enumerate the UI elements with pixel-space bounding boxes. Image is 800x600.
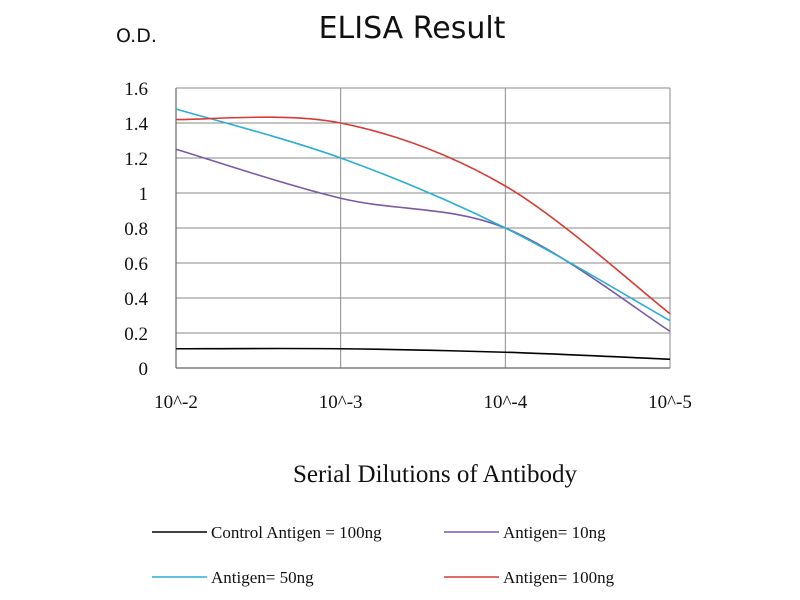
series-lines bbox=[175, 108, 671, 361]
y-axis-label: O.D. bbox=[116, 25, 157, 47]
y-tick-label: 0.2 bbox=[124, 324, 148, 345]
y-tick-label: 1 bbox=[139, 184, 149, 205]
legend: Control Antigen = 100ng Antigen= 10ng Anti… bbox=[152, 523, 615, 587]
y-tick-label: 0.4 bbox=[124, 289, 148, 310]
y-tick-label: 0 bbox=[139, 359, 149, 380]
legend-label-0: Control Antigen = 100ng bbox=[211, 523, 382, 542]
x-tick-label: 10^-5 bbox=[648, 392, 692, 413]
x-axis-label: Serial Dilutions of Antibody bbox=[293, 461, 578, 488]
legend-label-1: Antigen= 10ng bbox=[503, 523, 606, 542]
y-tick-label: 1.2 bbox=[124, 149, 148, 170]
legend-label-2: Antigen= 50ng bbox=[211, 568, 314, 587]
x-tick-label: 10^-2 bbox=[154, 392, 198, 413]
y-tick-label: 0.6 bbox=[124, 254, 148, 275]
legend-label-3: Antigen= 100ng bbox=[503, 568, 615, 587]
y-tick-label: 1.6 bbox=[124, 79, 148, 100]
chart-title: ELISA Result bbox=[319, 11, 506, 46]
y-tick-label: 0.8 bbox=[124, 219, 148, 240]
x-tick-labels: 10^-2 10^-3 10^-4 10^-5 bbox=[154, 392, 692, 413]
series-line-1 bbox=[175, 148, 671, 332]
x-tick-label: 10^-4 bbox=[483, 392, 527, 413]
series-line-3 bbox=[175, 116, 671, 315]
plot-grid bbox=[175, 87, 671, 369]
series-line-2 bbox=[175, 108, 671, 322]
x-tick-label: 10^-3 bbox=[319, 392, 363, 413]
series-line-0 bbox=[175, 347, 671, 361]
y-tick-labels: 0 0.2 0.4 0.6 0.8 1 1.2 1.4 1.6 bbox=[124, 79, 148, 380]
y-tick-label: 1.4 bbox=[124, 114, 148, 135]
